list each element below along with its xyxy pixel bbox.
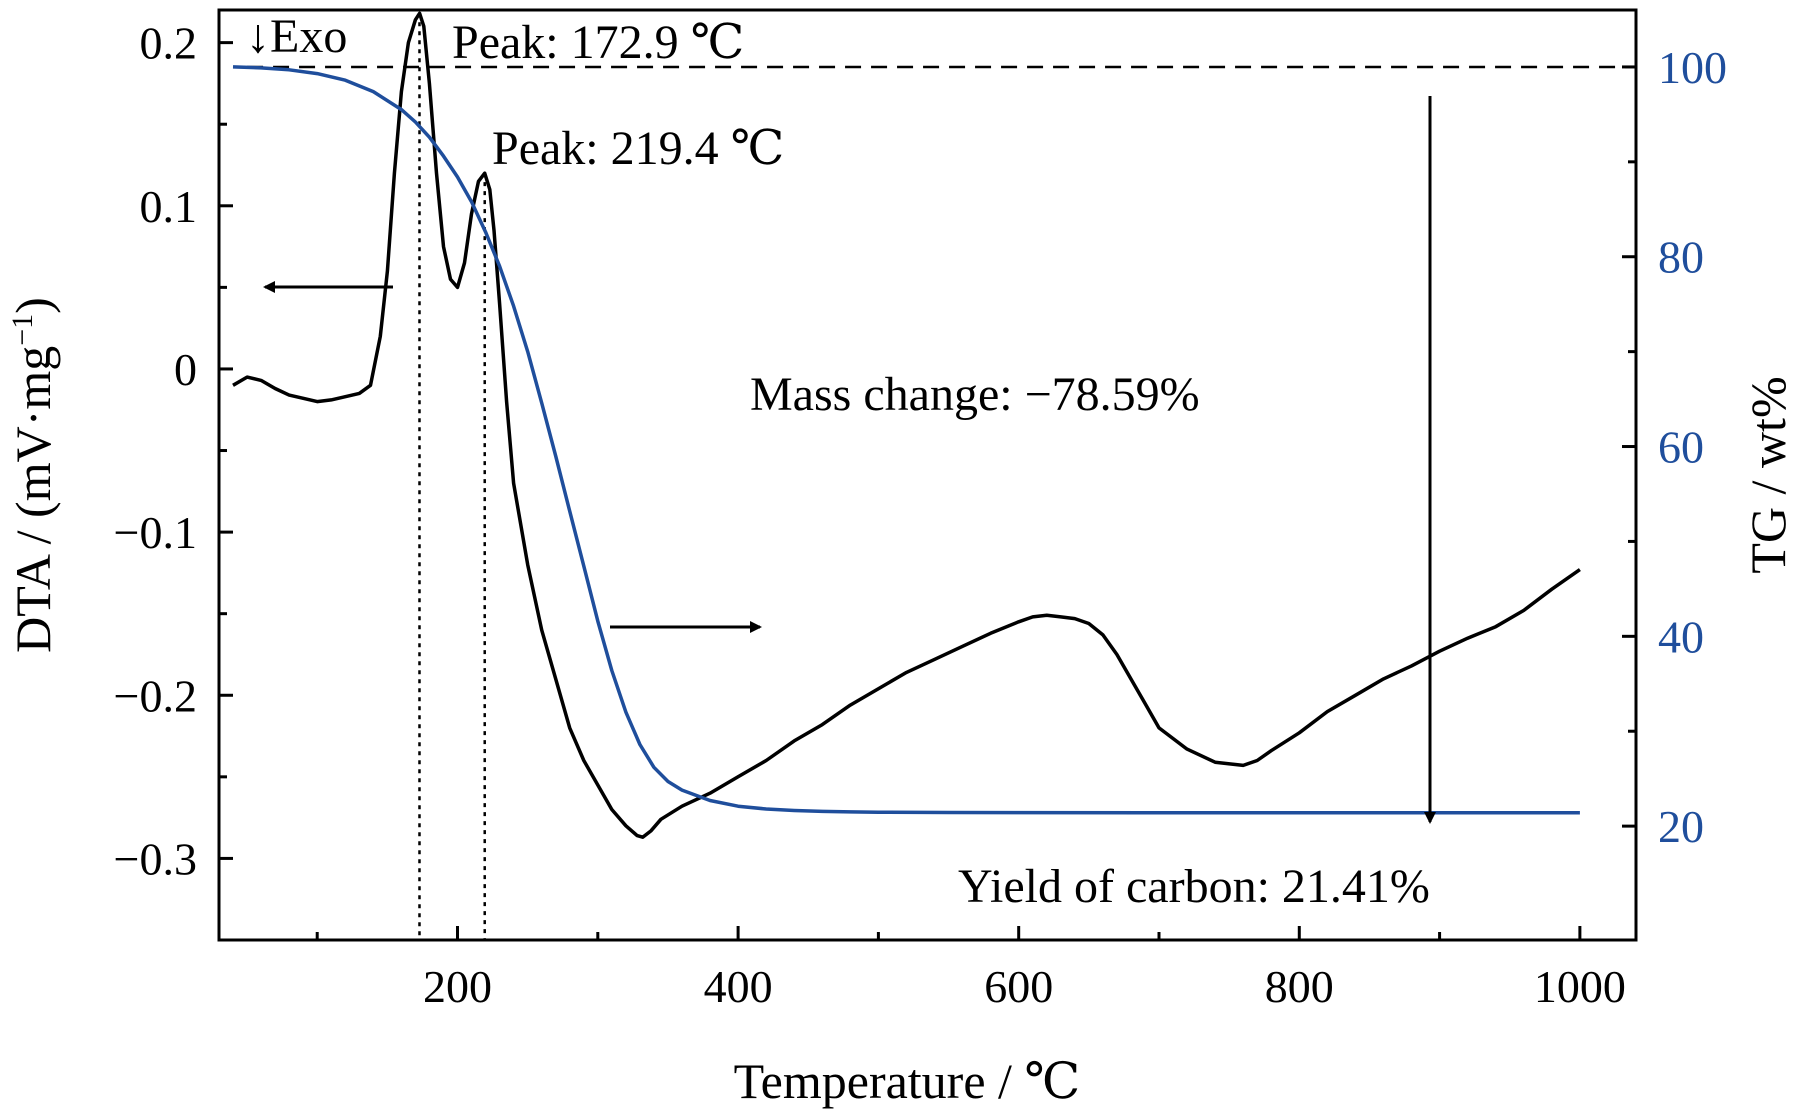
y-left-tick-label: 0 [174,344,197,395]
yield-label: Yield of carbon: 21.41% [958,860,1430,913]
mass-change-label: Mass change: −78.59% [750,368,1200,421]
left-y-axis-title-sup: −1 [6,314,39,346]
left-y-axis-title-close: ) [5,297,61,314]
right-y-axis-title: TG / wt% [1740,376,1796,573]
y-left-tick-label: −0.2 [114,670,197,721]
dta-curve [232,11,1581,839]
reference-lines [247,13,1636,940]
x-tick-label: 800 [1265,961,1334,1012]
x-tick-label: 1000 [1534,961,1626,1012]
left-y-axis-title-main: DTA / (mV·mg [5,346,61,653]
x-tick-label: 200 [423,961,492,1012]
tick-labels: 200 400 600 800 1000 0.2 0.1 0 −0.1 −0.2 −0.3 100 80… [114,18,1727,1012]
y-left-tick-label: −0.1 [114,507,197,558]
y-right-tick-label: 100 [1658,42,1727,93]
y-right-tick-label: 80 [1658,232,1704,283]
y-left-tick-label: 0.1 [140,181,198,232]
y-right-tick-label: 40 [1658,611,1704,662]
x-tick-label: 400 [704,961,773,1012]
peak-1-label: Peak: 172.9 ℃ [452,16,744,69]
y-right-tick-label: 20 [1658,801,1704,852]
peak-2-label: Peak: 219.4 ℃ [492,122,784,175]
y-left-tick-label: 0.2 [140,18,198,69]
y-left-tick-label: −0.3 [114,833,197,884]
tg-curve [232,65,1580,815]
series-layer [232,11,1581,839]
y-right-tick-label: 60 [1658,422,1704,473]
left-y-axis-title: DTA / (mV·mg−1) [5,297,61,653]
exo-label: ↓Exo [246,10,347,63]
axis-ticks [219,41,1636,940]
x-tick-label: 600 [984,961,1053,1012]
x-axis-title: Temperature / ℃ [734,1053,1081,1109]
plot-frame [217,8,1638,942]
